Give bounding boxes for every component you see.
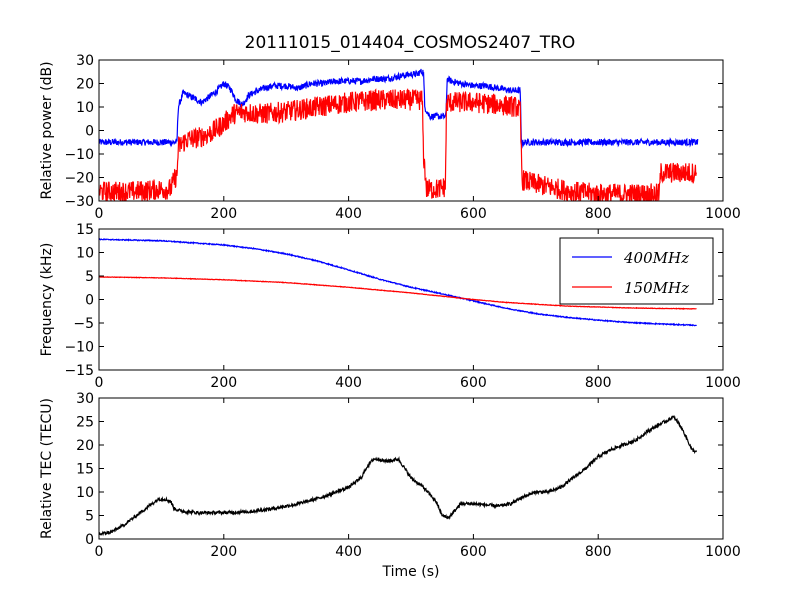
- y-tick-label: −10: [64, 340, 94, 356]
- subplot-frequency: 0 200 400 600 800 1000 −15 −10 −5 0 5 10 15 Frequency…: [39, 222, 741, 391]
- x-tick-label: 400: [335, 544, 362, 560]
- x-tick-label: 800: [585, 375, 612, 391]
- y-tick-label: 30: [76, 391, 94, 407]
- series-line-tec-0: [99, 415, 698, 537]
- y-tick-label: −30: [64, 194, 94, 210]
- y-tick-label: −10: [64, 147, 94, 163]
- x-tick-label: 600: [460, 544, 487, 560]
- x-tick-label: 800: [585, 206, 612, 222]
- series-line-power-1: [99, 88, 697, 201]
- x-tick-label: 400: [335, 206, 362, 222]
- x-tick-label: 400: [335, 375, 362, 391]
- x-tick-label: 200: [210, 544, 237, 560]
- axes-frame: [98, 397, 724, 540]
- x-tick-label: 600: [460, 206, 487, 222]
- x-tick-label: 600: [460, 375, 487, 391]
- y-tick-label: 30: [76, 53, 94, 69]
- x-tick-label: 800: [585, 544, 612, 560]
- y-tick-label: 0: [85, 532, 94, 548]
- x-tick-label: 0: [95, 375, 104, 391]
- y-axis-label: Relative TEC (TECU): [39, 398, 55, 539]
- y-tick-label: −20: [64, 171, 94, 187]
- y-tick-label: 20: [76, 77, 94, 93]
- axes-frame: [98, 59, 724, 202]
- x-tick-label: 1000: [705, 206, 741, 222]
- series-line-power-0: [99, 68, 699, 149]
- y-tick-label: 0: [85, 124, 94, 140]
- x-tick-label: 1000: [705, 375, 741, 391]
- x-tick-label: 1000: [705, 544, 741, 560]
- y-tick-label: 10: [76, 100, 94, 116]
- x-axis-label: Time (s): [382, 564, 440, 580]
- y-tick-label: 10: [76, 485, 94, 501]
- y-tick-label: 15: [76, 462, 94, 478]
- x-tick-label: 0: [95, 206, 104, 222]
- x-tick-label: 200: [210, 206, 237, 222]
- legend-label: 400MHz: [623, 249, 689, 267]
- x-tick-label: 200: [210, 375, 237, 391]
- y-tick-label: 15: [76, 222, 94, 238]
- subplot-tec: 0 200 400 600 800 1000 0 5 10 15 20 25 30 Relative TE…: [39, 391, 741, 580]
- y-tick-label: 25: [76, 415, 94, 431]
- y-axis-label: Frequency (kHz): [39, 243, 55, 357]
- y-tick-label: 0: [85, 293, 94, 309]
- legend-label: 150MHz: [624, 279, 689, 297]
- series-group: [99, 68, 699, 201]
- legend: 400MHz 150MHz: [559, 237, 714, 305]
- series-line-frequency-400MHz: [99, 237, 697, 327]
- x-tick-label: 0: [95, 544, 104, 560]
- subplot-power: 0 200 400 600 800 1000 −30 −20 −10 0 10 20 30 Relativ…: [39, 53, 741, 222]
- y-tick-label: 5: [85, 509, 94, 525]
- series-group: [99, 237, 697, 327]
- y-tick-label: −15: [64, 363, 94, 379]
- y-tick-label: −5: [73, 316, 94, 332]
- y-tick-label: 10: [76, 246, 94, 262]
- legend-box: [559, 237, 714, 305]
- y-tick-label: 20: [76, 438, 94, 454]
- series-line-frequency-150MHz: [99, 275, 697, 310]
- y-axis-label: Relative power (dB): [39, 61, 55, 199]
- y-tick-label: 5: [85, 269, 94, 285]
- series-group: [99, 415, 698, 537]
- chart-title: 20111015_014404_COSMOS2407_TRO: [245, 33, 576, 53]
